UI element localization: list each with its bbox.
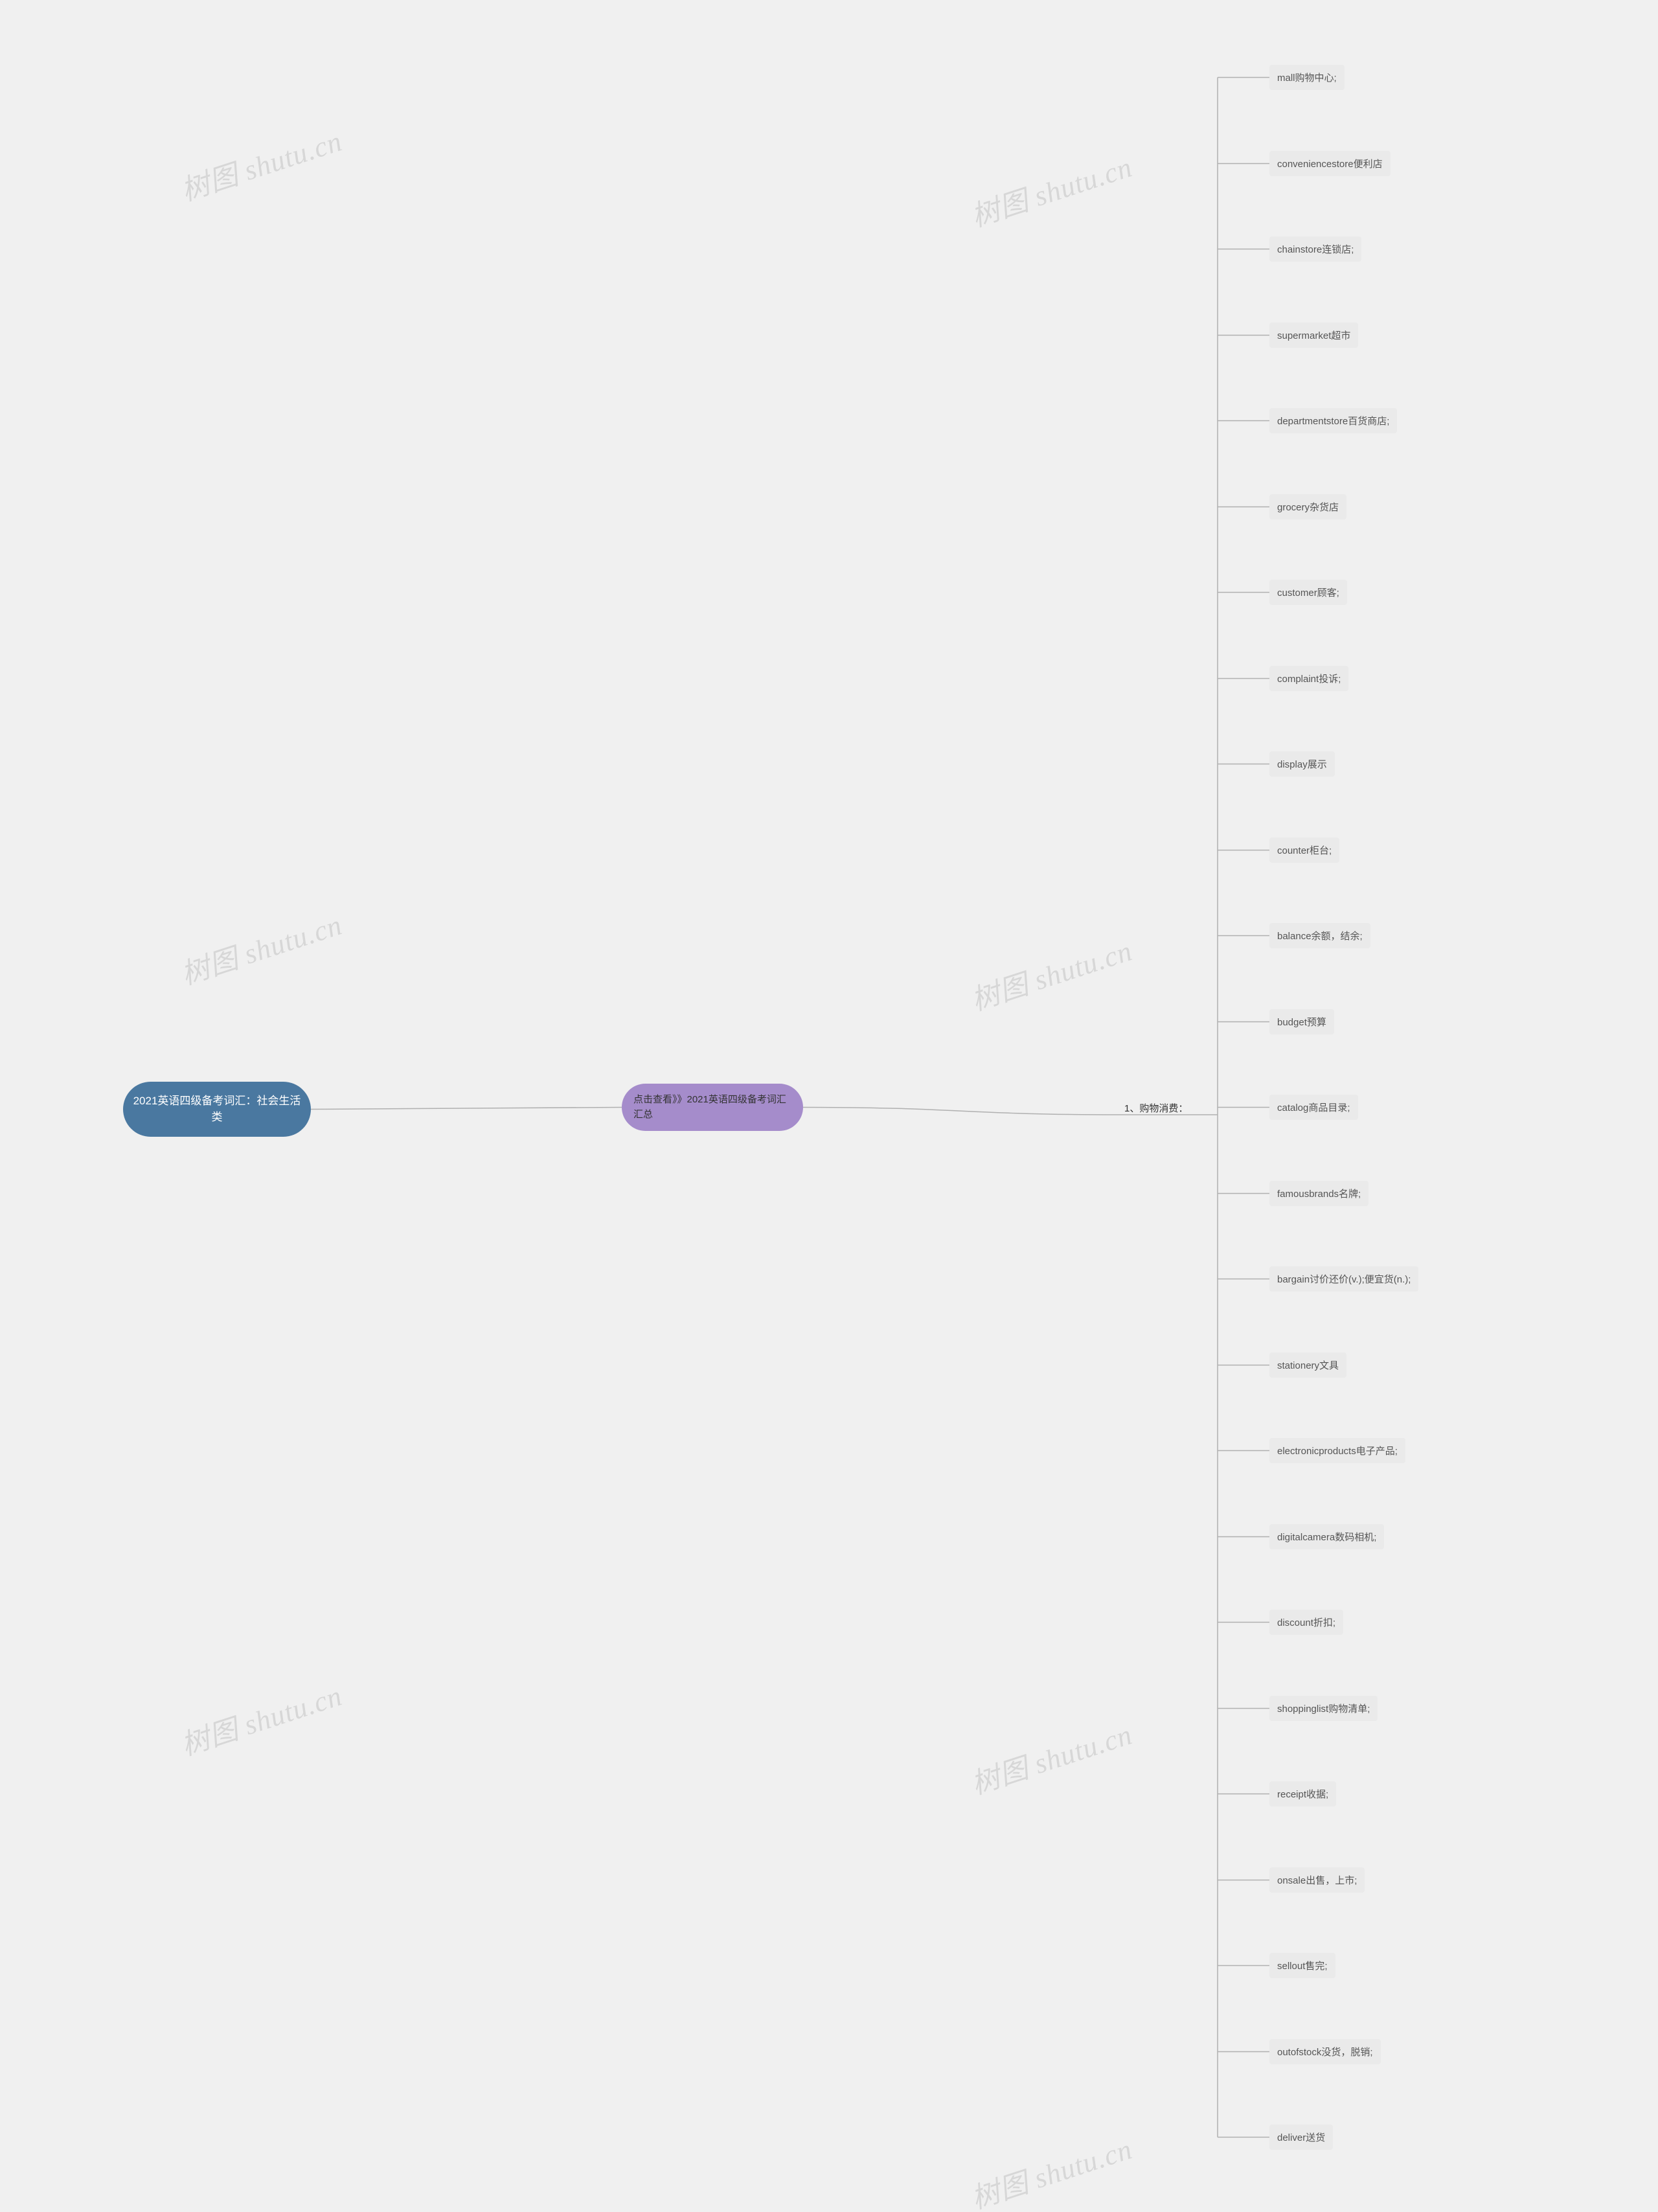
leaf-label: supermarket超市 [1277, 328, 1350, 342]
watermark: 树图 shutu.cn [965, 144, 1137, 235]
root-node[interactable]: 2021英语四级备考词汇：社会生活类 [123, 1082, 311, 1137]
leaf-label: customer顾客; [1277, 586, 1339, 599]
leaf-label: shoppinglist购物清单; [1277, 1702, 1370, 1715]
leaf-label: complaint投诉; [1277, 672, 1341, 685]
leaf-node[interactable]: customer顾客; [1269, 580, 1347, 605]
leaf-node[interactable]: conveniencestore便利店 [1269, 151, 1391, 176]
leaf-label: stationery文具 [1277, 1358, 1339, 1372]
leaf-node[interactable]: deliver送货 [1269, 2125, 1333, 2150]
leaf-node[interactable]: digitalcamera数码相机; [1269, 1524, 1384, 1549]
leaf-node[interactable]: discount折扣; [1269, 1610, 1343, 1635]
leaf-label: catalog商品目录; [1277, 1100, 1350, 1114]
leaf-label: departmentstore百货商店; [1277, 414, 1389, 428]
leaf-node[interactable]: famousbrands名牌; [1269, 1181, 1368, 1206]
leaf-node[interactable]: mall购物中心; [1269, 65, 1345, 90]
leaf-label: chainstore连锁店; [1277, 242, 1354, 256]
leaf-label: counter柜台; [1277, 843, 1332, 857]
leaf-label: digitalcamera数码相机; [1277, 1530, 1376, 1544]
leaf-node[interactable]: stationery文具 [1269, 1352, 1346, 1378]
watermark: 树图 shutu.cn [965, 1711, 1137, 1803]
leaf-node[interactable]: display展示 [1269, 751, 1335, 777]
leaf-node[interactable]: departmentstore百货商店; [1269, 408, 1397, 433]
leaf-label: electronicproducts电子产品; [1277, 1444, 1398, 1457]
leaf-node[interactable]: onsale出售，上市; [1269, 1867, 1365, 1893]
leaf-label: grocery杂货店 [1277, 500, 1339, 514]
watermark: 树图 shutu.cn [175, 1672, 346, 1764]
leaf-label: famousbrands名牌; [1277, 1187, 1361, 1200]
leaf-node[interactable]: electronicproducts电子产品; [1269, 1438, 1405, 1463]
sub-node[interactable]: 1、购物消费： [1120, 1099, 1192, 1117]
leaf-label: onsale出售，上市; [1277, 1873, 1357, 1887]
leaf-label: balance余额，结余; [1277, 929, 1363, 942]
leaf-node[interactable]: supermarket超市 [1269, 323, 1358, 348]
sub-label: 1、购物消费： [1124, 1101, 1188, 1115]
leaf-label: deliver送货 [1277, 2130, 1325, 2144]
watermark: 树图 shutu.cn [965, 928, 1137, 1019]
watermark: 树图 shutu.cn [175, 118, 346, 209]
mindmap-canvas: 2021英语四级备考词汇：社会生活类 点击查看》》2021英语四级备考词汇汇总 … [0, 0, 1658, 2212]
leaf-node[interactable]: outofstock没货，脱销; [1269, 2039, 1381, 2064]
leaf-node[interactable]: sellout售完; [1269, 1953, 1335, 1978]
branch-node[interactable]: 点击查看》》2021英语四级备考词汇汇总 [622, 1084, 803, 1131]
leaf-node[interactable]: chainstore连锁店; [1269, 236, 1361, 262]
watermark: 树图 shutu.cn [175, 902, 346, 993]
leaf-node[interactable]: bargain讨价还价(v.);便宜货(n.); [1269, 1266, 1418, 1292]
leaf-node[interactable]: counter柜台; [1269, 838, 1339, 863]
leaf-label: sellout售完; [1277, 1959, 1328, 1972]
leaf-label: mall购物中心; [1277, 71, 1337, 84]
leaf-node[interactable]: receipt收据; [1269, 1781, 1336, 1807]
leaf-node[interactable]: complaint投诉; [1269, 666, 1348, 691]
leaf-label: display展示 [1277, 757, 1327, 771]
leaf-label: bargain讨价还价(v.);便宜货(n.); [1277, 1272, 1411, 1286]
root-label: 2021英语四级备考词汇：社会生活类 [130, 1093, 304, 1125]
leaf-node[interactable]: grocery杂货店 [1269, 494, 1346, 519]
watermark: 树图 shutu.cn [965, 2126, 1137, 2212]
leaf-node[interactable]: catalog商品目录; [1269, 1095, 1358, 1120]
leaf-label: budget预算 [1277, 1015, 1326, 1029]
leaf-label: conveniencestore便利店 [1277, 157, 1383, 170]
leaf-node[interactable]: shoppinglist购物清单; [1269, 1696, 1378, 1721]
leaf-label: receipt收据; [1277, 1787, 1328, 1801]
leaf-label: outofstock没货，脱销; [1277, 2045, 1373, 2058]
leaf-node[interactable]: budget预算 [1269, 1009, 1334, 1034]
leaf-label: discount折扣; [1277, 1615, 1335, 1629]
leaf-node[interactable]: balance余额，结余; [1269, 923, 1370, 948]
branch-label: 点击查看》》2021英语四级备考词汇汇总 [633, 1093, 791, 1122]
